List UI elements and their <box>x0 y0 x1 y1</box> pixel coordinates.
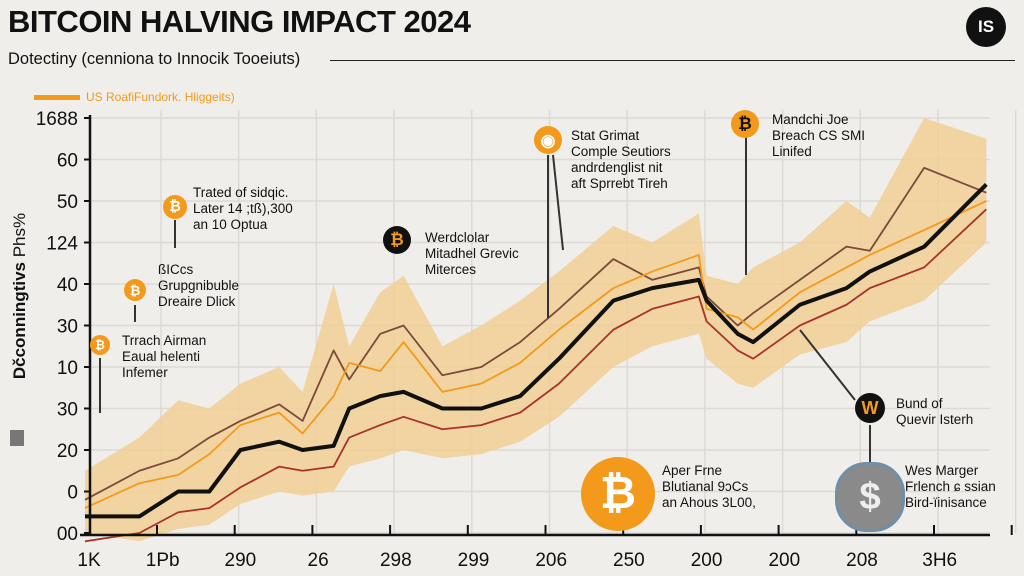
annotation-text: Wes Marger Frlench ɕ ssian Bird-ïinisance <box>905 463 996 511</box>
legend-swatch <box>34 94 80 100</box>
x-tick-label: 298 <box>380 550 412 571</box>
x-tick-label: 3H6 <box>922 550 957 571</box>
annotation-line: Infemer <box>122 365 168 380</box>
legend-label: US RoafiFundork. Hliggeits) <box>86 90 235 104</box>
divider <box>330 60 1015 61</box>
annotation-line: Bund of <box>896 396 943 411</box>
y-tick-label: 30 <box>57 400 78 421</box>
annotation-text: Werdclolar Mitadhel Grevic Miterces <box>425 230 519 278</box>
bitcoin-icon: ₿ <box>731 110 759 138</box>
y-tick-label: 30 <box>57 317 78 338</box>
bitcoin-icon: ₿ <box>124 279 146 301</box>
y-tick-label: 60 <box>57 151 78 172</box>
annotation-stem <box>799 329 856 401</box>
x-tick-label: 200 <box>768 550 800 571</box>
bitcoin-icon: ₿ <box>163 195 187 219</box>
x-tick-label: 299 <box>458 550 490 571</box>
series-line <box>84 200 987 509</box>
annotation-text: Mandchi Joe Breach CS SMI Linifed <box>772 112 865 160</box>
y-tick-label: 124 <box>46 234 78 255</box>
y-tick-label: 40 <box>57 275 78 296</box>
x-tick-label: 208 <box>846 550 878 571</box>
subtitle: Dotectiny (cenniona to Innocik Tooeiuts) <box>8 50 301 68</box>
annotation-line: Breach CS SMI <box>772 128 866 143</box>
y-tick-label: 0 <box>67 483 78 504</box>
annotation-line: andrdenglist nit <box>571 160 663 175</box>
y-tick-label: 50 <box>57 192 78 213</box>
x-tick-label: 1K <box>77 550 101 571</box>
annotation-text: Aper Frne Blutianal 9ↄCs an Ahous 3L00, <box>662 463 756 511</box>
annotation-line: Dreaire Dlick <box>158 294 236 309</box>
annotation-line: Later 14 ;tß),300 <box>193 201 293 216</box>
annotation-line: Werdclolar <box>425 230 490 245</box>
annotation-line: Comple Seutiors <box>571 144 671 159</box>
annotation-line: ßICcs <box>158 262 194 277</box>
x-tick-label: 200 <box>691 550 723 571</box>
annotation-text: Trated of sidqic. Later 14 ;tß),300 an 10 … <box>193 185 293 233</box>
annotation-text: ßICcs Grupgnibuble Dreaire Dlick <box>158 262 239 310</box>
annotation-line: Miterces <box>425 262 477 277</box>
x-tick-label: 1Pb <box>146 550 180 571</box>
series-line <box>84 166 987 501</box>
x-tick-label: 250 <box>613 550 645 571</box>
bitcoin-icon: ₿ <box>581 457 655 531</box>
annotation-stem <box>552 154 564 251</box>
annotation-line: Mandchi Joe <box>772 112 849 127</box>
annotation-line: an 10 Optua <box>193 217 268 232</box>
x-tick-label: 290 <box>225 550 257 571</box>
page-title: BITCOIN HALVING IMPACT 2024 <box>8 4 471 39</box>
dollar-shield-icon: $ <box>835 462 905 532</box>
annotation-line: Linifed <box>772 144 812 159</box>
bitcoin-icon: ₿ <box>383 226 411 254</box>
annotation-line: Eaual helenti <box>122 349 201 364</box>
price-line <box>85 182 988 519</box>
annotation-line: Aper Frne <box>662 463 723 478</box>
annotation-line: Frlench ɕ ssian <box>905 479 996 494</box>
y-tick-label: 1688 <box>36 109 78 130</box>
annotation-line: aft Sprrebt Tireh <box>571 176 668 191</box>
annotation-line: Grupgnibuble <box>158 278 240 293</box>
y-tick-label: 10 <box>57 358 78 379</box>
bitcoin-icon: ₿ <box>90 335 110 355</box>
series-line <box>84 208 987 543</box>
annotation-line: Wes Marger <box>905 463 979 478</box>
annotation-line: Quevir Isterh <box>896 412 974 427</box>
annotation-line: Trrach Airman <box>122 333 207 348</box>
annotation-line: an Ahous 3L00, <box>662 495 756 510</box>
legend: US RoafiFundork. Hliggeits) <box>34 90 235 104</box>
y-tick-label: 20 <box>57 441 78 462</box>
annotation-line: Trated of sidqic. <box>193 185 289 200</box>
annotation-line: Bird-ïinisance <box>905 495 987 510</box>
bitcoin-icon: ◉ <box>534 126 562 154</box>
logo-badge: IS <box>966 7 1006 47</box>
annotation-text: Stat Grimat Comple Seutiors andrdenglist n… <box>571 128 671 192</box>
x-tick-label: 26 <box>308 550 329 571</box>
w-coin-icon: W <box>855 393 885 423</box>
annotation-line: Stat Grimat <box>571 128 640 143</box>
y-tick-label: 00 <box>57 524 78 545</box>
info-icon <box>10 430 24 446</box>
x-tick-label: 206 <box>535 550 567 571</box>
annotation-text: Trrach Airman Eaual helenti Infemer <box>122 333 206 381</box>
annotation-line: Blutianal 9ↄCs <box>662 479 749 494</box>
annotation-line: Mitadhel Grevic <box>425 246 519 261</box>
annotation-text: Bund of Quevir Isterh <box>896 396 973 428</box>
